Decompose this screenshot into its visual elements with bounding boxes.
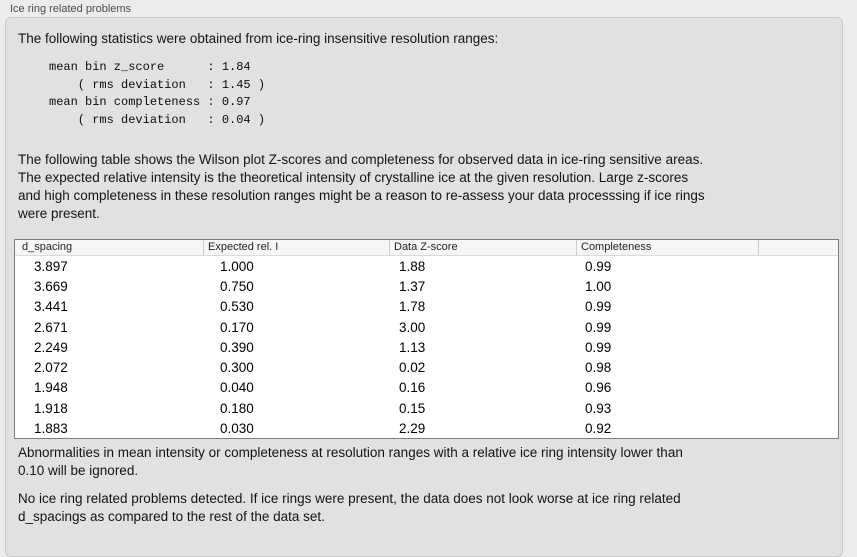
table-cell: 0.02: [399, 360, 426, 376]
table-cell: 0.15: [399, 400, 426, 416]
table-row[interactable]: 1.948 0.040 0.16 0.96: [15, 378, 838, 398]
table-cell: 1.948: [34, 380, 68, 396]
table-cell: 2.072: [34, 360, 68, 376]
table-cell: 0.96: [585, 380, 612, 396]
table-cell: 0.99: [585, 339, 612, 355]
table-cell: 0.300: [220, 360, 254, 376]
panel-title: Ice ring related problems: [10, 3, 132, 15]
table-cell: 3.00: [399, 319, 426, 335]
table-cell: 0.92: [585, 421, 612, 437]
table-description-text: The following table shows the Wilson plo…: [18, 152, 705, 221]
table-cell: 0.16: [399, 380, 426, 396]
footnote-text: Abnormalities in mean intensity or compl…: [18, 445, 683, 478]
column-header[interactable]: Data Z-score: [389, 240, 576, 255]
table-cell: 0.170: [220, 319, 254, 335]
table-cell: 1.000: [220, 258, 254, 274]
table-row[interactable]: 2.249 0.390 1.13 0.99: [15, 337, 838, 357]
table-cell: 1.883: [34, 421, 68, 437]
table-header-row: d_spacing Expected rel. I Data Z-score Comp…: [15, 240, 838, 256]
table-row[interactable]: 2.671 0.170 3.00 0.99: [15, 317, 838, 337]
app-window: { "panel": { "title": "Ice ring related …: [5, 3, 843, 557]
table-row[interactable]: 1.918 0.180 0.15 0.93: [15, 398, 838, 418]
table-cell: 1.918: [34, 400, 68, 416]
table-cell: 2.249: [34, 339, 68, 355]
table-cell: 1.00: [585, 278, 612, 294]
table-cell: 1.37: [399, 278, 426, 294]
table-row[interactable]: 2.072 0.300 0.02 0.98: [15, 357, 838, 377]
table-cell: 0.180: [220, 400, 254, 416]
table-cell: 1.78: [399, 299, 426, 315]
stats-intro-text: The following statistics were obtained f…: [18, 31, 499, 46]
table-cell: 2.671: [34, 319, 68, 335]
table-cell: 0.040: [220, 380, 254, 396]
table-cell: 0.99: [585, 299, 612, 315]
table-cell: 0.99: [585, 258, 612, 274]
conclusion-text: No ice ring related problems detected. I…: [18, 491, 681, 524]
table-row[interactable]: 3.897 1.000 1.88 0.99: [15, 256, 838, 276]
table-cell: 3.897: [34, 258, 68, 274]
table-cell: 3.441: [34, 299, 68, 315]
table-cell: 0.93: [585, 400, 612, 416]
column-header[interactable]: Expected rel. I: [203, 240, 389, 255]
table-cell: 0.390: [220, 339, 254, 355]
table-cell: 1.88: [399, 258, 426, 274]
table-cell: 0.530: [220, 299, 254, 315]
table-cell: 0.030: [220, 421, 254, 437]
table-cell: 0.98: [585, 360, 612, 376]
column-header[interactable]: [758, 240, 838, 255]
table-row[interactable]: 3.669 0.750 1.37 1.00: [15, 276, 838, 296]
stats-summary-block: mean bin z_score : 1.84 ( rms deviation …: [49, 60, 266, 127]
table-cell: 3.669: [34, 278, 68, 294]
table-row[interactable]: 1.883 0.030 2.29 0.92: [15, 418, 838, 438]
table-cell: 0.99: [585, 319, 612, 335]
ice-ring-panel: The following statistics were obtained f…: [5, 17, 843, 557]
table-row[interactable]: 3.441 0.530 1.78 0.99: [15, 297, 838, 317]
column-header[interactable]: d_spacing: [22, 241, 73, 253]
table-cell: 0.750: [220, 278, 254, 294]
ice-ring-table: d_spacing Expected rel. I Data Z-score Comp…: [14, 239, 839, 439]
table-cell: 1.13: [399, 339, 426, 355]
column-header[interactable]: Completeness: [576, 240, 758, 255]
table-body: 3.897 1.000 1.88 0.99 3.669 0.750 1.37 1.00 3.44…: [15, 256, 838, 438]
table-cell: 2.29: [399, 421, 426, 437]
